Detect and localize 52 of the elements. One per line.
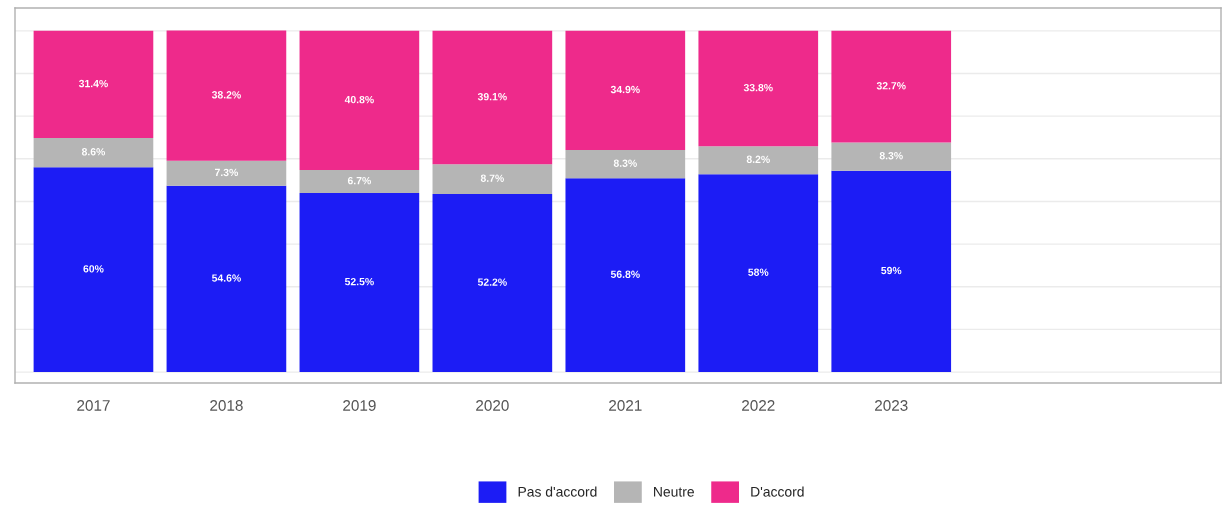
data-label: 52.2% — [477, 278, 507, 286]
x-tick-label: 2020 — [476, 400, 509, 411]
bar — [166, 30, 287, 161]
bar — [299, 30, 420, 171]
data-label: 59% — [881, 266, 902, 275]
legend-label: Pas d'accord — [518, 486, 597, 497]
bar — [698, 30, 819, 147]
data-label: 7.3% — [214, 168, 239, 177]
data-label: 8.2% — [746, 155, 770, 163]
data-label: 39.1% — [477, 92, 507, 101]
x-tick-label: 2017 — [77, 400, 110, 411]
data-label: 8.7% — [480, 174, 504, 182]
data-label: 54.6% — [211, 274, 241, 282]
data-label: 52.5% — [344, 277, 374, 286]
data-label: 38.2% — [211, 91, 241, 99]
x-tick-label: 2021 — [609, 400, 642, 411]
x-tick-label: 2019 — [343, 400, 376, 411]
bar — [698, 146, 819, 175]
x-tick-label: 2018 — [210, 400, 243, 411]
bar — [831, 170, 952, 373]
bar — [33, 30, 154, 138]
bar — [565, 30, 686, 150]
bar — [33, 138, 154, 168]
data-label: 6.7% — [347, 176, 371, 185]
data-label: 31.4% — [78, 79, 108, 88]
bar — [432, 193, 553, 373]
bar — [565, 178, 686, 373]
bar — [698, 174, 819, 373]
data-label: 33.8% — [743, 83, 773, 92]
data-label: 8.6% — [81, 148, 106, 156]
bar — [432, 30, 553, 165]
data-label: 32.7% — [876, 82, 906, 90]
bar — [831, 142, 952, 171]
data-label: 8.3% — [613, 159, 637, 167]
data-label: 58% — [748, 268, 769, 276]
bar — [299, 170, 420, 193]
x-tick-label: 2023 — [875, 400, 908, 411]
bar — [831, 30, 952, 143]
bar — [565, 149, 686, 179]
legend-label: Neutre — [654, 487, 694, 497]
data-label: 56.8% — [610, 270, 640, 278]
data-label: 8.3% — [879, 152, 903, 160]
bar — [432, 164, 553, 194]
data-label: 40.8% — [344, 95, 374, 104]
data-label: 34.9% — [610, 85, 640, 94]
bar — [33, 167, 154, 373]
bar — [299, 192, 420, 373]
data-label: 60% — [83, 265, 104, 273]
x-tick-label: 2022 — [742, 400, 775, 411]
bar — [166, 160, 287, 186]
bar — [166, 185, 287, 373]
legend-label: D'accord — [751, 486, 804, 497]
